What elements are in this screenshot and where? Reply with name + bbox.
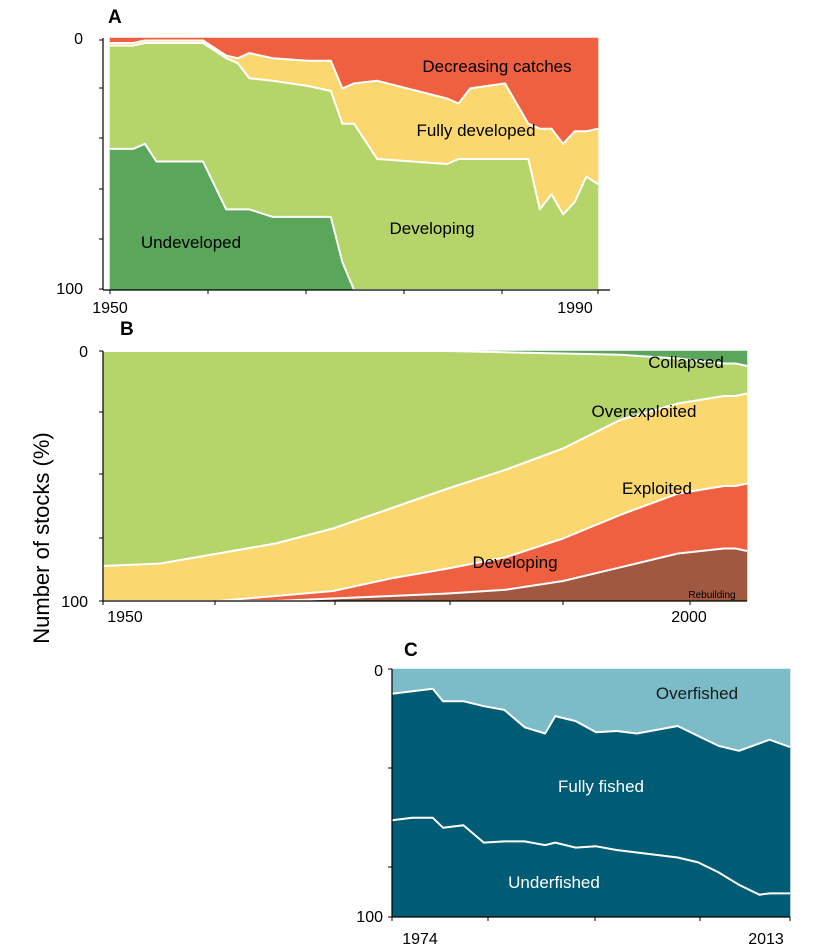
panel-b: B Collapsed Overexploited Exploited Develop…	[61, 319, 748, 626]
panel-a-labels: Decreasing catches Fully developed Develop…	[141, 57, 572, 252]
y-tick-label: 0	[374, 663, 383, 680]
boundary-developing	[102, 392, 748, 567]
panel-c-letter: C	[404, 640, 418, 661]
panel-b-axes: 1950 2000 0 100	[61, 344, 747, 626]
label-underfished: Underfished	[508, 873, 600, 892]
label-undeveloped: Undeveloped	[141, 233, 241, 252]
label-fully-fished: Fully fished	[558, 777, 644, 796]
x-tick-label: 2013	[748, 931, 784, 948]
x-tick-label: 1950	[107, 609, 143, 626]
label-overexploited: Overexploited	[592, 402, 697, 421]
boundary-fully-fished	[391, 687, 791, 752]
panel-a-letter: A	[108, 7, 122, 28]
panel-c-areas	[391, 668, 791, 918]
label-exploited: Exploited	[622, 479, 692, 498]
panel-b-letter: B	[120, 319, 134, 340]
x-tick-label: 1950	[92, 300, 128, 317]
panel-a: A Decreasing catches Fully developed Devel…	[56, 7, 610, 317]
boundary-underfished	[391, 816, 790, 896]
x-tick-label: 1990	[557, 300, 593, 317]
panel-b-labels: Collapsed Overexploited Exploited Developin…	[472, 353, 735, 601]
boundary-developing	[110, 42, 599, 216]
y-tick-label: 100	[56, 281, 83, 298]
y-tick-label: 100	[356, 909, 383, 926]
label-rebuilding: Rebuilding	[688, 590, 735, 601]
panel-c: C Overfished Fully fished Underfished 1974…	[356, 640, 791, 948]
panel-c-axes: 1974 2013 0 100	[356, 663, 791, 948]
y-tick-label: 0	[79, 344, 88, 361]
x-tick-label: 2000	[671, 609, 707, 626]
x-tick-label: 1974	[402, 931, 438, 948]
boundary-rebuilding	[103, 350, 748, 367]
boundary-fully-developed	[110, 39, 599, 145]
panel-b-areas	[102, 350, 748, 602]
panel-c-labels: Overfished Fully fished Underfished	[508, 684, 738, 892]
figure-ylabel: Number of stocks (%)	[29, 432, 54, 644]
label-developing: Developing	[472, 553, 557, 572]
label-fully-developed: Fully developed	[416, 121, 535, 140]
y-tick-label: 0	[74, 31, 83, 48]
y-tick-label: 100	[61, 594, 88, 611]
label-overfished: Overfished	[656, 684, 738, 703]
panel-a-axes: 1950 1990 0 100	[56, 31, 610, 317]
label-decreasing-catches: Decreasing catches	[422, 57, 571, 76]
label-developing: Developing	[389, 219, 474, 238]
label-collapsed: Collapsed	[648, 353, 724, 372]
panel-a-areas	[109, 37, 599, 291]
